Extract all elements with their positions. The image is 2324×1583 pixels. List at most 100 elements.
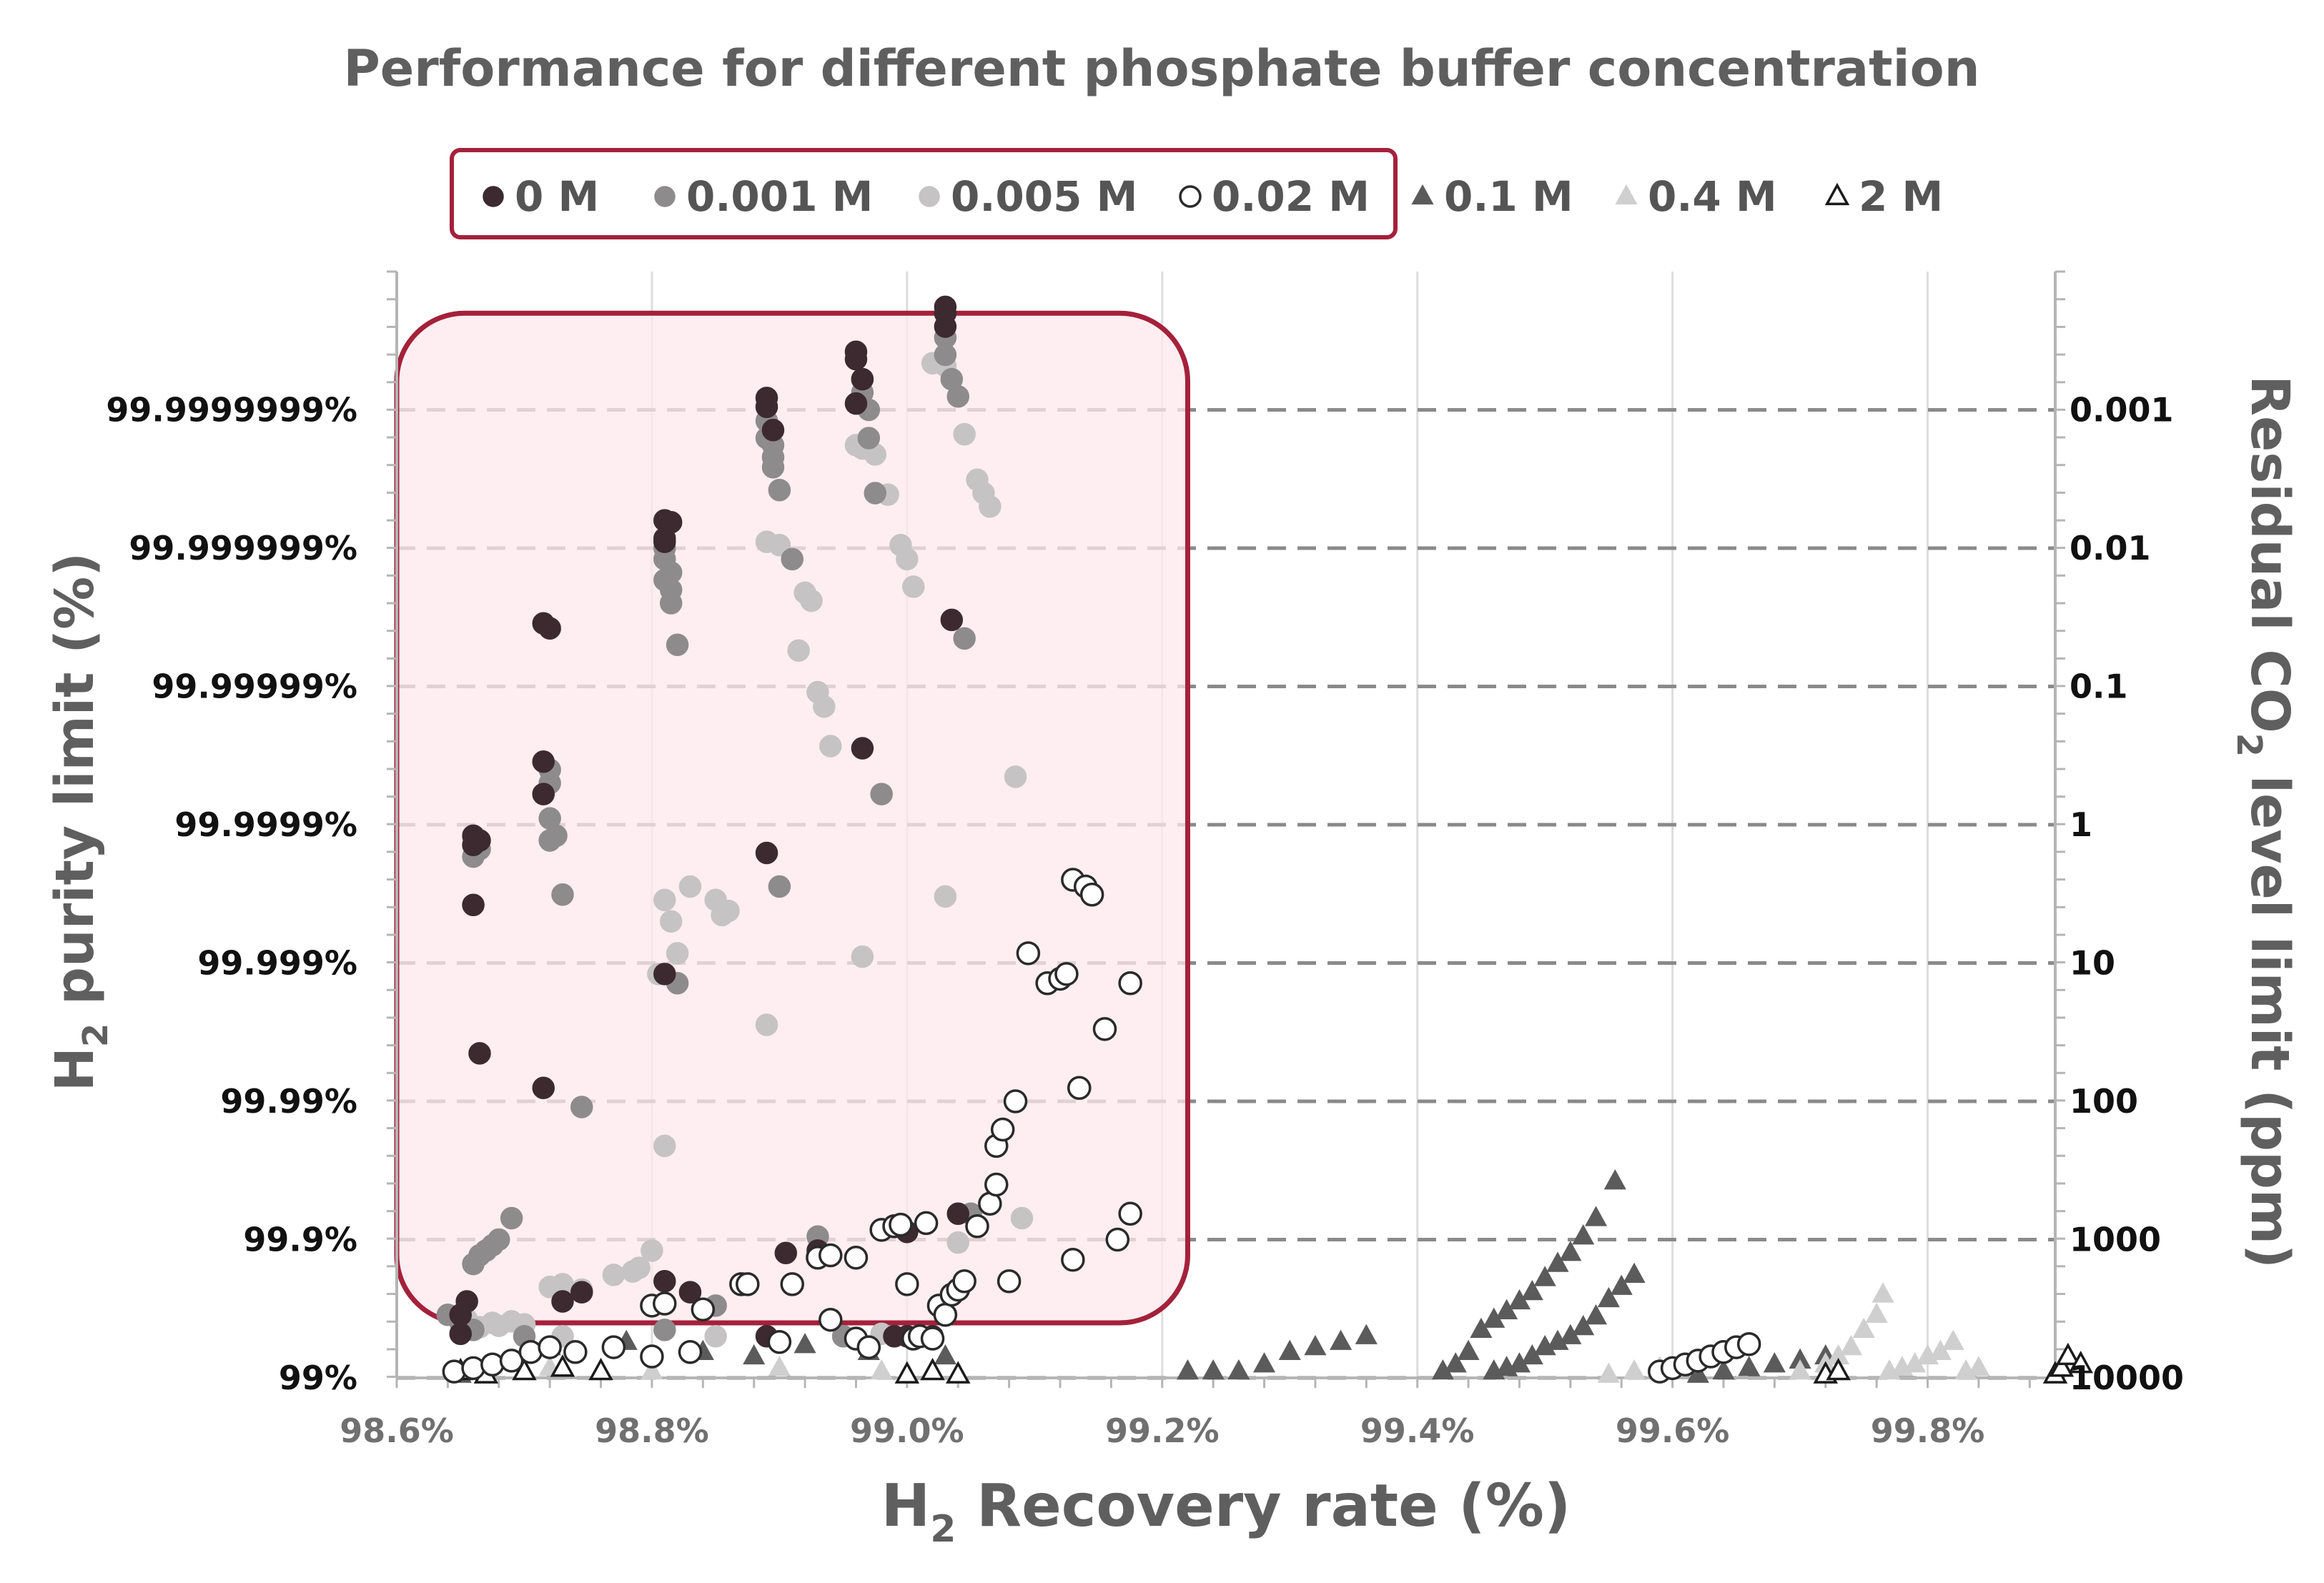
series-0-02-M: [442, 868, 1761, 1384]
data-point-triangle: [870, 1359, 893, 1380]
data-point-circle: [864, 482, 886, 505]
data-point-circle: [755, 1013, 778, 1036]
data-point-triangle: [1603, 1169, 1626, 1190]
x-tick-label: 99.6%: [1616, 1411, 1730, 1450]
y-tick-label-purity: 99.99999%: [152, 668, 357, 706]
data-point-triangle: [1227, 1359, 1250, 1380]
legend-label: 0 M: [515, 172, 599, 221]
data-point-circle: [851, 945, 874, 968]
data-point-circle: [678, 1340, 703, 1364]
data-point-circle: [780, 1272, 804, 1296]
legend-label: 0.4 M: [1648, 172, 1777, 221]
data-point-triangle: [1572, 1314, 1595, 1336]
data-point-circle: [532, 750, 555, 773]
data-point-circle: [1004, 765, 1027, 788]
y2-tick-label-ppm: 0.01: [2070, 529, 2151, 567]
x-axis-title-main: H: [881, 1472, 931, 1540]
y-tick-label-purity: 99.999999%: [129, 529, 357, 567]
y-tick-label-purity: 99.99%: [220, 1082, 357, 1121]
data-point-triangle: [641, 1359, 663, 1380]
data-point-circle: [442, 1359, 467, 1384]
data-point-circle: [488, 1228, 510, 1251]
data-point-circle: [480, 1352, 505, 1376]
data-point-circle: [946, 1202, 969, 1226]
data-point-triangle: [1839, 1334, 1863, 1356]
data-point-circle: [946, 384, 969, 408]
data-point-triangle: [1304, 1334, 1327, 1356]
highlight-region-layer: [394, 310, 1190, 1326]
data-point-circle: [468, 1042, 491, 1065]
data-point-circle: [870, 783, 893, 805]
data-point-circle: [678, 875, 702, 898]
data-point-circle: [979, 495, 1002, 518]
chart-title: Performance for different phosphate buff…: [343, 39, 1979, 98]
data-point-circle: [666, 633, 689, 657]
y2-tick-label-ppm: 10: [2070, 944, 2115, 983]
data-point-triangle: [1865, 1302, 1888, 1323]
legend: 0 M 0.001 M 0.005 M 0.02 M 0.1 M 0.4 M 2 M: [450, 148, 1943, 239]
legend-label: 0.02 M: [1212, 172, 1370, 221]
data-point-circle: [499, 1349, 524, 1373]
data-point-circle: [1067, 1076, 1092, 1100]
data-point-circle: [462, 893, 485, 916]
data-point-circle: [856, 1335, 881, 1359]
data-point-triangle: [1202, 1359, 1225, 1380]
data-point-circle: [641, 1239, 663, 1262]
data-point-circle: [640, 1344, 664, 1369]
y2-tick-label-ppm: 1: [2070, 805, 2092, 844]
data-point-circle: [851, 737, 874, 760]
x-tick-label: 99.8%: [1871, 1411, 1985, 1450]
data-point-circle: [761, 419, 785, 442]
data-point-circle: [768, 533, 791, 557]
y2-tick-label-ppm: 10000: [2070, 1359, 2184, 1397]
data-point-triangle: [1623, 1262, 1646, 1284]
data-point-circle: [933, 1303, 958, 1327]
series-0-005-M: [455, 352, 1034, 1348]
y2-tick-label-ppm: 1000: [2070, 1221, 2161, 1259]
x-axis-title-rest: Recovery rate (%): [956, 1472, 1571, 1540]
data-point-circle: [449, 1322, 472, 1346]
x-tick-label: 99.0%: [850, 1411, 964, 1450]
data-point-circle: [997, 1269, 1022, 1294]
data-point-circle: [601, 1335, 626, 1359]
data-point-triangle: [1967, 1356, 1990, 1376]
data-point-triangle: [1444, 1352, 1467, 1373]
data-point-circle: [896, 547, 919, 571]
data-point-triangle: [1521, 1279, 1543, 1301]
data-point-circle: [691, 1297, 716, 1321]
data-point-circle: [952, 1269, 976, 1294]
legend-label: 0.001 M: [686, 172, 873, 221]
data-point-triangle: [894, 1361, 920, 1384]
legend-label: 2 M: [1859, 172, 1943, 221]
data-point-circle: [934, 343, 957, 367]
legend-marker: [1411, 184, 1434, 205]
y-tick-label-purity: 99.9%: [243, 1221, 357, 1259]
data-point-circle: [1105, 1227, 1130, 1252]
data-point-triangle: [1278, 1339, 1301, 1360]
data-point-triangle: [1852, 1317, 1875, 1339]
data-point-circle: [965, 1214, 989, 1239]
data-point-circle: [895, 1272, 919, 1296]
data-point-triangle: [1546, 1251, 1569, 1272]
data-point-triangle: [768, 1356, 791, 1376]
data-point-triangle: [2068, 1351, 2093, 1374]
data-point-circle: [653, 530, 676, 553]
data-point-circle: [653, 888, 676, 912]
data-point-circle: [551, 883, 574, 906]
data-point-triangle: [1738, 1356, 1761, 1376]
data-point-circle: [940, 608, 964, 632]
data-point-circle: [602, 1264, 625, 1286]
data-point-circle: [532, 783, 555, 805]
data-point-triangle: [1176, 1359, 1200, 1380]
data-point-triangle: [945, 1361, 971, 1384]
data-point-circle: [1061, 1248, 1085, 1272]
data-point-triangle: [1457, 1339, 1480, 1360]
data-point-circle: [538, 617, 561, 640]
data-point-circle: [500, 1206, 523, 1230]
axes-layer: [387, 270, 2065, 1388]
data-point-triangle: [1584, 1206, 1608, 1226]
legend-marker: [1824, 182, 1850, 206]
y2-axis-title-subscript: 2: [2229, 733, 2269, 757]
